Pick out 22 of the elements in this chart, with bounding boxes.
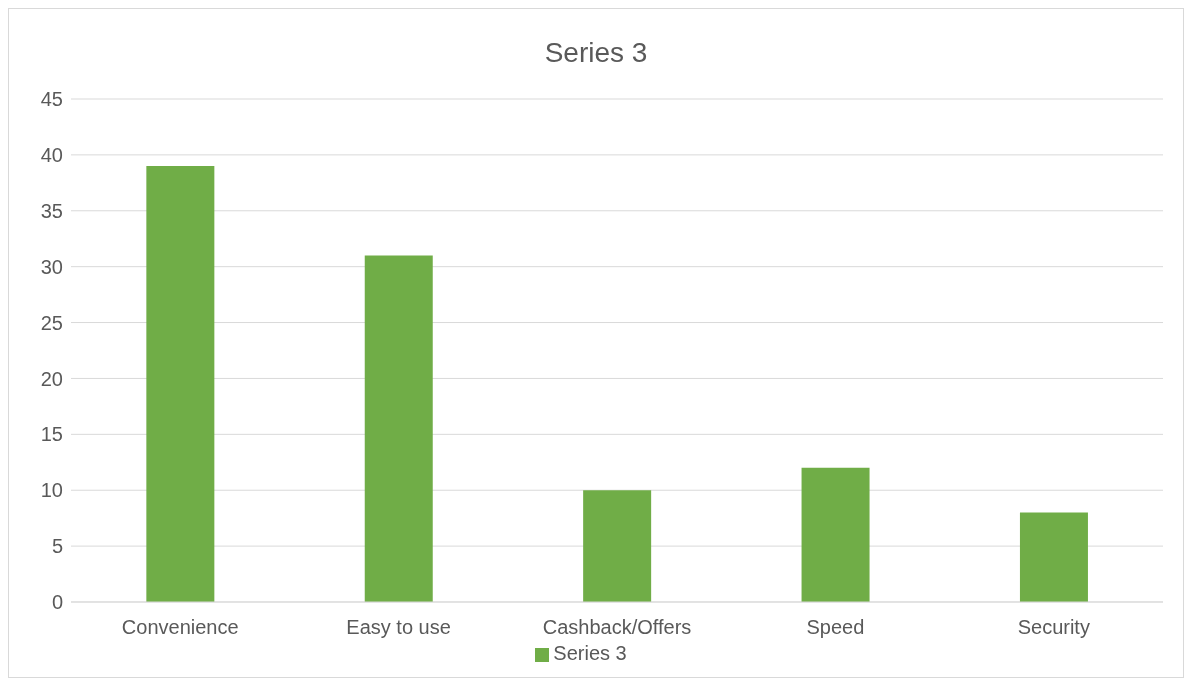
y-tick-label: 35: [40, 199, 63, 222]
y-tick-label: 30: [40, 255, 63, 278]
y-tick-label: 15: [40, 423, 63, 446]
y-tick-label: 0: [51, 591, 63, 614]
y-tick-label: 10: [40, 479, 63, 502]
y-tick-label: 40: [40, 143, 63, 166]
x-tick-label: Easy to use: [346, 616, 451, 639]
y-tick-label: 45: [40, 88, 63, 111]
x-tick-label: Cashback/Offers: [542, 616, 692, 639]
legend-label: Series 3: [553, 642, 627, 664]
bar: [364, 255, 433, 602]
x-tick-label: Speed: [806, 616, 865, 639]
y-tick-label: 25: [40, 311, 63, 334]
y-tick-label: 20: [40, 367, 63, 390]
x-tick-label: Security: [1017, 616, 1090, 639]
y-tick-label: 5: [51, 535, 63, 558]
bar: [1019, 512, 1088, 602]
x-tick-label: Convenience: [121, 616, 239, 639]
bar: [801, 467, 870, 602]
chart-title: Series 3: [543, 36, 649, 70]
bar: [146, 166, 215, 602]
bar: [583, 490, 652, 602]
